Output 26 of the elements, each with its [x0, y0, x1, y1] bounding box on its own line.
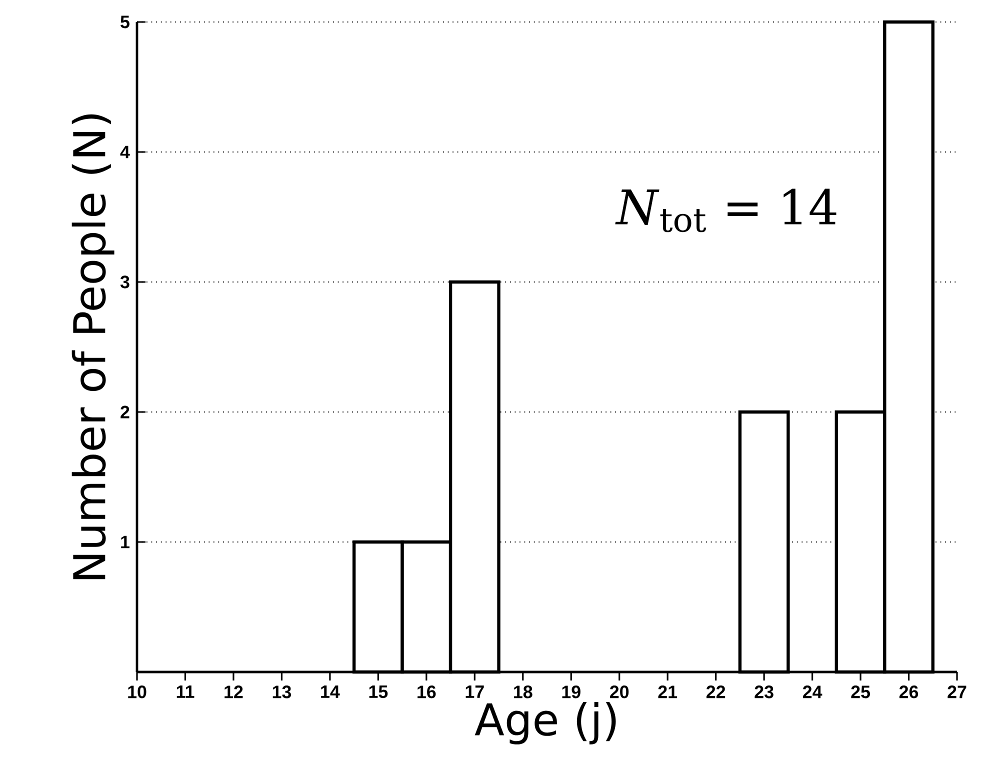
x-tick-label: 21 — [658, 686, 678, 698]
x-tick-label: 22 — [706, 686, 726, 698]
y-axis-title: Number of People (N) — [72, 114, 114, 580]
x-tick-label: 10 — [128, 686, 146, 698]
x-tick-label: 20 — [610, 686, 629, 698]
y-tick-label: 1 — [121, 536, 130, 548]
y-tick-label: 5 — [120, 16, 130, 28]
x-tick-label: 11 — [176, 686, 194, 698]
x-tick-label: 14 — [321, 686, 340, 698]
x-tick-label: 17 — [466, 686, 484, 698]
x-tick-label: 16 — [418, 686, 436, 698]
x-tick-label: 12 — [224, 686, 243, 698]
y-tick-label: 4 — [120, 146, 130, 158]
x-tick-label: 15 — [369, 686, 388, 698]
x-tick-label: 24 — [802, 686, 822, 698]
y-tick-label: 2 — [120, 406, 130, 418]
x-tick-label: 19 — [562, 686, 580, 698]
x-tick-label: 13 — [272, 686, 292, 698]
y-tick-label: 3 — [120, 276, 130, 288]
x-tick-label: 26 — [899, 686, 918, 698]
annotation: N$_{tot}$ = 14 — [615, 188, 836, 232]
x-tick-label: 25 — [851, 686, 870, 698]
x-tick-label: 18 — [514, 686, 532, 698]
x-tick-label: 27 — [948, 686, 966, 698]
x-axis-title: Age (j) — [474, 702, 616, 744]
x-tick-label: 23 — [754, 686, 774, 698]
